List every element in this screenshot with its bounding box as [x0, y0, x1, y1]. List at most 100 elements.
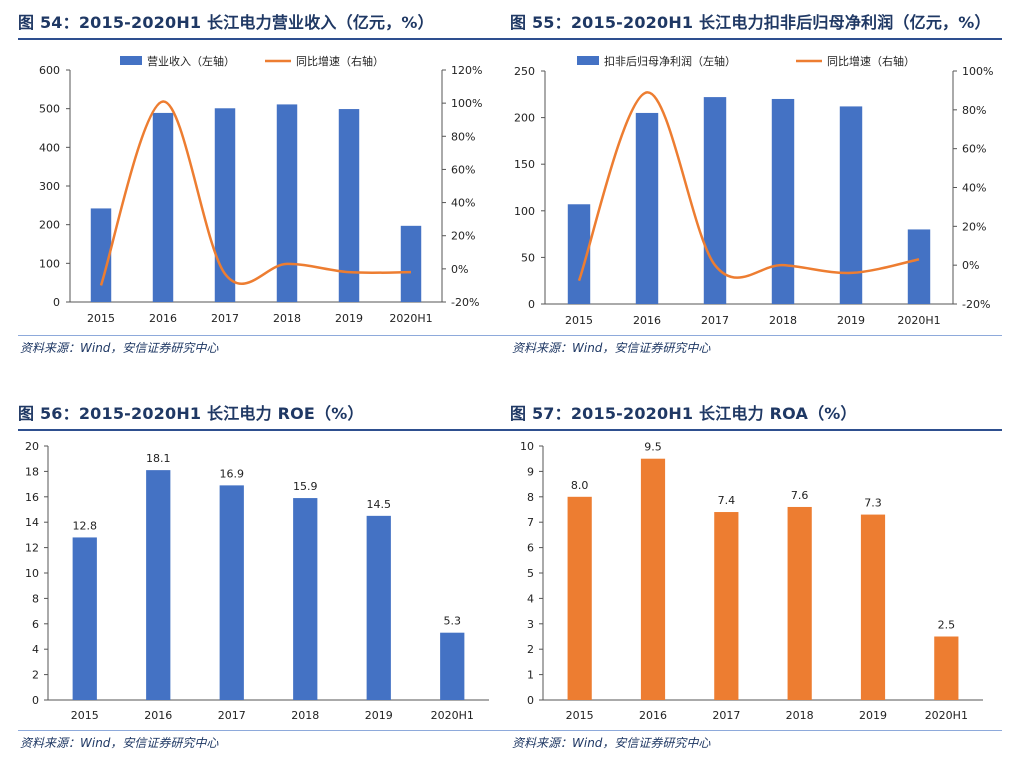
chart-canvas: 0 2 4 6 8 10 12 14 16 18 20 12.8 18.1 16.9 15.9 14.5 5.3…	[25, 440, 489, 722]
x-tick-label: 2015	[71, 709, 99, 722]
y-tick-label: 8	[32, 592, 39, 605]
bar	[366, 515, 391, 700]
left-tick-label: 0	[53, 296, 60, 309]
bar	[787, 506, 812, 700]
y-tick-label: 1	[527, 669, 534, 682]
left-tick-label: 50	[521, 251, 535, 264]
right-tick-label: -20%	[451, 296, 479, 309]
legend-swatch-bar	[120, 56, 142, 65]
x-tick-label: 2016	[149, 312, 177, 325]
y-tick-label: 0	[32, 694, 39, 707]
y-tick-label: 16	[25, 491, 39, 504]
bar	[635, 112, 659, 304]
x-tick-label: 2019	[859, 709, 887, 722]
left-tick-label: 300	[39, 180, 60, 193]
right-tick-label: 20%	[451, 230, 475, 243]
chart-canvas: 营业收入（左轴） 同比增速（右轴） 0 100 200 300 400 500 600 -20% 0…	[39, 54, 482, 325]
data-label: 12.8	[73, 519, 98, 532]
left-tick-label: 600	[39, 64, 60, 77]
x-tick-label: 2020H1	[389, 312, 432, 325]
growth-line	[577, 91, 920, 282]
legend-label-bar: 扣非后归母净利润（左轴）	[604, 54, 736, 68]
x-tick-label: 2019	[365, 709, 393, 722]
right-tick-label: 80%	[962, 104, 986, 117]
title-rule	[510, 429, 1002, 431]
y-tick-label: 20	[25, 440, 39, 453]
y-tick-label: 4	[32, 643, 39, 656]
x-tick-label: 2016	[144, 709, 172, 722]
y-tick-label: 5	[527, 567, 534, 580]
y-tick-label: 9	[527, 465, 534, 478]
x-tick-label: 2015	[566, 709, 594, 722]
left-tick-label: 400	[39, 141, 60, 154]
left-tick-label: 150	[514, 158, 535, 171]
right-tick-label: 60%	[962, 143, 986, 156]
bar	[152, 112, 174, 302]
y-tick-label: 7	[527, 516, 534, 529]
x-tick-label: 2018	[786, 709, 814, 722]
bar	[146, 470, 171, 700]
source-note: 资料来源：Wind，安信证券研究中心	[20, 341, 219, 355]
chart-title: 图 57：2015-2020H1 长江电力 ROA（%）	[510, 404, 857, 423]
bar	[214, 108, 236, 302]
bar	[276, 104, 298, 302]
bar	[400, 225, 422, 302]
legend-label-line: 同比增速（右轴）	[296, 54, 384, 68]
left-tick-label: 100	[39, 257, 60, 270]
bar	[567, 204, 591, 304]
bar	[219, 485, 244, 700]
right-tick-label: -20%	[962, 298, 990, 311]
bar	[934, 636, 959, 700]
growth-line	[99, 100, 412, 286]
x-tick-label: 2018	[769, 314, 797, 327]
title-rule	[510, 38, 1002, 40]
y-tick-label: 12	[25, 542, 39, 555]
bar	[907, 229, 931, 304]
bar	[567, 496, 592, 700]
data-label: 7.4	[718, 494, 736, 507]
right-tick-label: 120%	[451, 64, 482, 77]
right-tick-label: 20%	[962, 220, 986, 233]
y-tick-label: 8	[527, 491, 534, 504]
right-tick-label: 100%	[451, 97, 482, 110]
source-note: 资料来源：Wind，安信证券研究中心	[512, 736, 711, 750]
legend-label-line: 同比增速（右轴）	[827, 54, 915, 68]
left-tick-label: 100	[514, 205, 535, 218]
data-label: 2.5	[938, 619, 956, 632]
x-tick-label: 2019	[837, 314, 865, 327]
right-tick-label: 100%	[962, 65, 993, 78]
left-tick-label: 200	[514, 112, 535, 125]
data-label: 14.5	[367, 498, 392, 511]
right-tick-label: 0%	[451, 263, 468, 276]
title-rule	[18, 38, 510, 40]
x-tick-label: 2015	[87, 312, 115, 325]
bar	[771, 98, 795, 305]
bar	[640, 458, 666, 700]
chart-panel-roa: 图 57：2015-2020H1 长江电力 ROA（%） 0 1 2 3 4 5 6 7 8 9 1…	[510, 401, 1002, 756]
legend-swatch-bar	[577, 56, 599, 65]
y-tick-label: 3	[527, 618, 534, 631]
bar	[860, 514, 886, 700]
y-tick-label: 6	[527, 542, 534, 555]
legend-label-bar: 营业收入（左轴）	[147, 54, 235, 68]
y-tick-label: 6	[32, 618, 39, 631]
data-label: 9.5	[644, 441, 662, 454]
bar	[72, 537, 97, 700]
x-tick-label: 2017	[218, 709, 246, 722]
source-rule	[18, 730, 510, 731]
chart-canvas: 0 1 2 3 4 5 6 7 8 9 10 8.0 9.5 7.4 7.6 7.3 2.5 2015 2016 20…	[520, 440, 983, 722]
chart-panel-net-profit: 图 55：2015-2020H1 长江电力扣非后归母净利润（亿元，%） 扣非后归…	[510, 10, 1002, 355]
data-label: 16.9	[220, 467, 245, 480]
x-tick-label: 2015	[565, 314, 593, 327]
x-tick-label: 2018	[291, 709, 319, 722]
data-label: 7.3	[864, 497, 882, 510]
x-tick-label: 2020H1	[897, 314, 940, 327]
left-tick-label: 500	[39, 103, 60, 116]
bar	[714, 512, 739, 700]
y-tick-label: 0	[527, 694, 534, 707]
x-tick-label: 2019	[335, 312, 363, 325]
left-tick-label: 0	[528, 298, 535, 311]
right-tick-label: 40%	[962, 182, 986, 195]
right-tick-label: 60%	[451, 163, 475, 176]
y-tick-label: 2	[32, 669, 39, 682]
